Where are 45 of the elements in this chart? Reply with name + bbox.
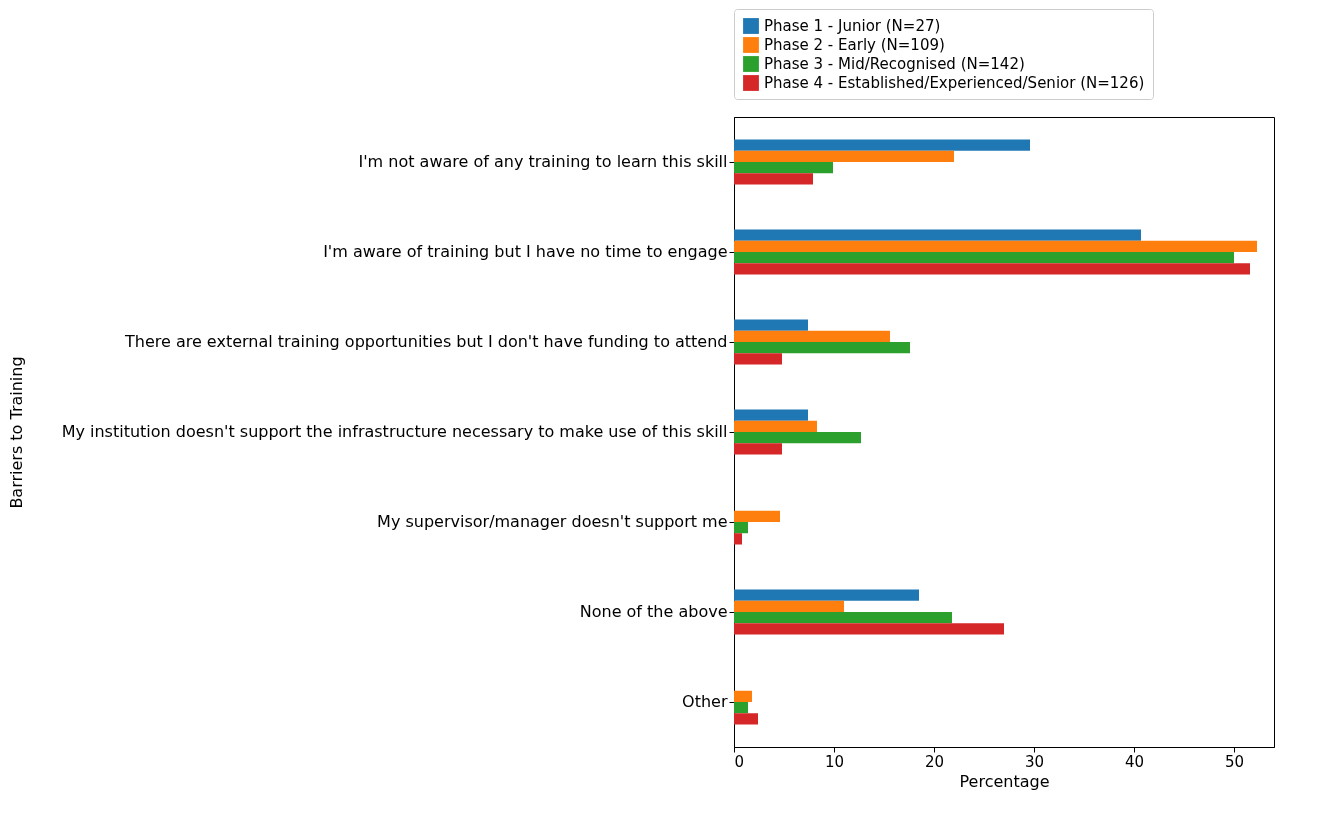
x-axis-title: Percentage (959, 771, 1050, 791)
y-tick-label: I'm not aware of any training to learn this skill (358, 152, 728, 171)
y-tick-label: There are external training opportunities but I don't have funding to attend (123, 332, 728, 351)
bar (734, 713, 758, 725)
bar (734, 443, 782, 455)
bar (734, 510, 780, 522)
x-tick-label: 30 (1024, 752, 1045, 771)
y-tick-label: Other (682, 692, 728, 711)
bar (734, 319, 808, 331)
bar (734, 252, 1234, 264)
bar (734, 623, 1004, 635)
x-tick-label: 0 (734, 752, 745, 771)
x-tick-label: 40 (1124, 752, 1145, 771)
bar (734, 432, 861, 444)
bar (734, 263, 1250, 275)
y-tick-label: My institution doesn't support the infrastructure necessary to make use of this skill (61, 422, 728, 441)
bar (734, 600, 844, 612)
x-tick-label: 50 (1224, 752, 1245, 771)
bar (734, 229, 1141, 241)
legend-label: Phase 3 - Mid/Recognised (N=142) (764, 55, 1025, 73)
legend-label: Phase 1 - Junior (N=27) (764, 17, 941, 35)
legend-label: Phase 4 - Established/Experienced/Senior (N=126) (764, 74, 1145, 92)
bar (734, 162, 833, 174)
bar (734, 330, 890, 342)
y-tick-label: My supervisor/manager doesn't support me (377, 512, 728, 531)
bar (734, 702, 748, 714)
bar (734, 353, 782, 365)
bar (734, 612, 952, 624)
bar (734, 342, 910, 354)
bar (734, 420, 817, 432)
bar (734, 589, 919, 601)
y-axis-title: Barriers to Training (6, 356, 26, 509)
bar (734, 240, 1257, 252)
bar (734, 690, 752, 702)
legend-label: Phase 2 - Early (N=109) (764, 36, 945, 54)
x-tick-label: 10 (824, 752, 845, 771)
bar (734, 522, 748, 534)
y-tick-label: None of the above (579, 602, 728, 621)
y-tick-label: I'm aware of training but I have no time to engage (323, 242, 728, 261)
bar (734, 533, 742, 545)
bar (734, 150, 954, 162)
bar (734, 409, 808, 421)
bar (734, 173, 813, 185)
x-tick-label: 20 (924, 752, 945, 771)
bar (734, 139, 1030, 151)
